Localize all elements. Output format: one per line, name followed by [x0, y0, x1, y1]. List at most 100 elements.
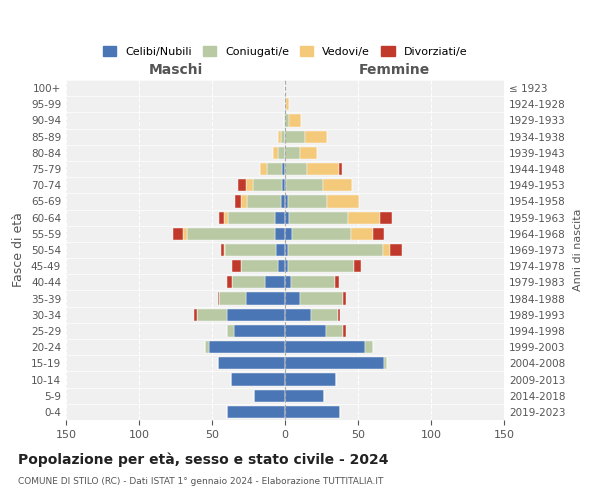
Bar — [285, 212, 289, 224]
Bar — [299, 147, 317, 159]
Bar — [253, 179, 282, 192]
Bar — [254, 390, 285, 402]
Bar — [268, 163, 282, 175]
Bar — [260, 163, 268, 175]
Bar — [275, 212, 285, 224]
Bar — [311, 308, 338, 321]
Bar — [232, 260, 241, 272]
Bar — [285, 325, 326, 337]
Bar — [224, 244, 225, 256]
Legend: Celibi/Nubili, Coniugati/e, Vedovi/e, Divorziati/e: Celibi/Nubili, Coniugati/e, Vedovi/e, Di… — [98, 42, 472, 61]
Bar — [285, 276, 291, 288]
Bar — [220, 292, 245, 304]
Bar — [285, 374, 336, 386]
Bar — [241, 260, 278, 272]
Bar — [281, 130, 285, 142]
Bar — [339, 163, 342, 175]
Bar — [285, 147, 299, 159]
Bar — [335, 276, 339, 288]
Bar — [285, 114, 289, 126]
Bar — [235, 196, 241, 207]
Bar — [265, 276, 285, 288]
Bar — [282, 163, 285, 175]
Bar — [194, 308, 197, 321]
Bar — [285, 358, 384, 370]
Bar — [288, 196, 328, 207]
Bar — [384, 358, 387, 370]
Bar — [281, 196, 285, 207]
Bar — [227, 325, 234, 337]
Bar — [350, 228, 373, 240]
Bar — [365, 341, 373, 353]
Bar — [285, 228, 292, 240]
Bar — [353, 260, 361, 272]
Bar — [288, 244, 383, 256]
Bar — [247, 196, 281, 207]
Text: Popolazione per età, sesso e stato civile - 2024: Popolazione per età, sesso e stato civil… — [18, 452, 389, 467]
Bar — [278, 147, 285, 159]
Bar — [285, 98, 286, 110]
Bar — [218, 358, 285, 370]
Y-axis label: Anni di nascita: Anni di nascita — [572, 209, 583, 291]
Bar — [187, 228, 275, 240]
Bar — [390, 244, 402, 256]
Bar — [326, 325, 343, 337]
Bar — [289, 114, 301, 126]
Bar — [227, 308, 285, 321]
Bar — [328, 196, 359, 207]
Bar — [232, 276, 265, 288]
Bar — [291, 276, 335, 288]
Bar — [227, 276, 232, 288]
Bar — [286, 98, 289, 110]
Bar — [238, 179, 245, 192]
Bar — [197, 308, 227, 321]
Bar — [343, 325, 346, 337]
Bar — [292, 228, 351, 240]
Bar — [274, 147, 278, 159]
Bar — [218, 292, 220, 304]
Bar — [338, 308, 340, 321]
Bar — [285, 244, 288, 256]
Bar — [289, 212, 348, 224]
Bar — [380, 212, 392, 224]
Bar — [285, 292, 299, 304]
Bar — [288, 260, 353, 272]
Bar — [241, 196, 247, 207]
Bar — [209, 341, 285, 353]
Bar — [231, 374, 285, 386]
Bar — [285, 196, 288, 207]
Bar — [284, 114, 285, 126]
Bar — [343, 292, 346, 304]
Bar — [285, 406, 340, 418]
Y-axis label: Fasce di età: Fasce di età — [13, 212, 25, 288]
Bar — [183, 228, 187, 240]
Bar — [305, 130, 328, 142]
Bar — [224, 212, 228, 224]
Bar — [245, 292, 285, 304]
Bar — [285, 341, 365, 353]
Bar — [220, 212, 224, 224]
Bar — [278, 260, 285, 272]
Bar — [307, 163, 339, 175]
Text: Femmine: Femmine — [359, 63, 430, 77]
Bar — [225, 244, 276, 256]
Bar — [285, 260, 288, 272]
Bar — [275, 228, 285, 240]
Bar — [285, 130, 305, 142]
Bar — [278, 130, 281, 142]
Bar — [285, 390, 325, 402]
Bar — [173, 228, 183, 240]
Bar — [348, 212, 380, 224]
Bar — [299, 292, 343, 304]
Bar — [285, 308, 311, 321]
Bar — [227, 406, 285, 418]
Bar — [282, 179, 285, 192]
Bar — [205, 341, 209, 353]
Bar — [286, 179, 323, 192]
Bar — [285, 179, 286, 192]
Bar — [373, 228, 384, 240]
Text: Maschi: Maschi — [148, 63, 203, 77]
Bar — [221, 244, 224, 256]
Bar — [383, 244, 390, 256]
Bar — [245, 179, 253, 192]
